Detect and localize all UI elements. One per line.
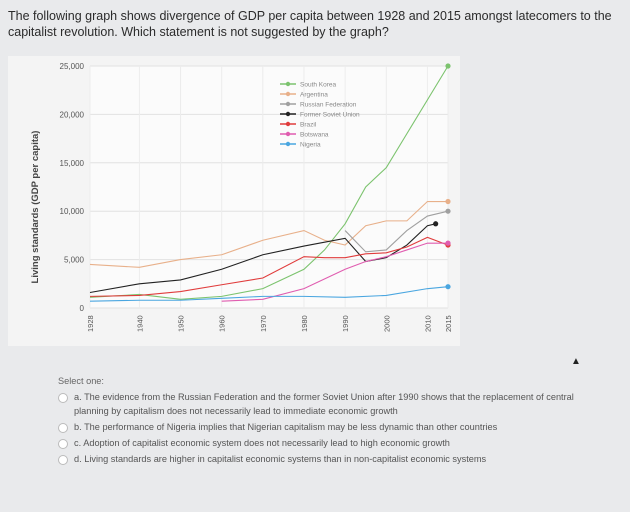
y-tick-label: 0	[80, 304, 85, 313]
legend-swatch-dot	[285, 101, 291, 107]
x-tick-label: 1960	[218, 315, 227, 332]
option-a[interactable]: a. The evidence from the Russian Federat…	[58, 390, 598, 418]
series-line	[89, 223, 436, 294]
series-end-point	[445, 240, 451, 246]
x-tick-label: 2000	[382, 315, 391, 332]
legend-label: Former Soviet Union	[300, 112, 360, 119]
y-tick-label: 15,000	[60, 159, 85, 168]
legend-swatch-dot	[285, 91, 291, 97]
mouse-cursor-icon: ▲	[571, 356, 581, 367]
x-tick-label: 1940	[135, 315, 144, 332]
y-tick-label: 5,000	[64, 256, 85, 265]
legend-label: South Korea	[300, 82, 337, 89]
select-one-label: Select one:	[58, 376, 104, 386]
series-end-point	[445, 63, 451, 69]
legend-label: Nigeria	[300, 142, 321, 149]
question-text: The following graph shows divergence of …	[8, 9, 612, 39]
x-tick-label: 1928	[86, 315, 95, 332]
answer-options: Select one: a. The evidence from the Rus…	[58, 374, 598, 468]
y-axis-label: Living standards (GDP per capita)	[30, 131, 41, 284]
legend-label: Russian Federation	[300, 102, 357, 109]
option-b-text: b. The performance of Nigeria implies th…	[74, 422, 498, 432]
legend-swatch-dot	[285, 111, 291, 117]
series-line	[89, 286, 449, 302]
x-tick-label: 2010	[423, 315, 432, 332]
radio-option-d[interactable]	[58, 455, 68, 465]
option-c-text: c. Adoption of capitalist economic syste…	[74, 438, 450, 448]
y-tick-label: 10,000	[60, 207, 85, 216]
radio-option-a[interactable]	[58, 393, 68, 403]
option-d-text: d. Living standards are higher in capita…	[74, 454, 487, 464]
x-tick-label: 2015	[444, 315, 453, 332]
y-tick-label: 25,000	[60, 62, 85, 71]
plot-area	[90, 66, 448, 308]
x-tick-label: 1990	[341, 315, 350, 332]
x-tick-label: 1970	[259, 315, 268, 332]
x-tick-label: 1980	[300, 315, 309, 332]
option-b[interactable]: b. The performance of Nigeria implies th…	[58, 420, 598, 434]
legend-swatch-dot	[285, 81, 291, 87]
legend-swatch-dot	[285, 131, 291, 137]
chart-image: 0 5,000 10,000 15,000 20,000 25,000 1928 1940 19…	[8, 56, 460, 346]
legend-swatch-dot	[285, 141, 291, 147]
legend-label: Brazil	[300, 122, 317, 129]
legend-label: Botswana	[300, 132, 329, 139]
radio-option-b[interactable]	[58, 423, 68, 433]
series-end-point	[445, 208, 451, 214]
series-line	[221, 242, 448, 302]
x-tick-label: 1950	[177, 315, 186, 332]
series-end-point	[445, 284, 451, 290]
option-a-text: a. The evidence from the Russian Federat…	[74, 392, 574, 416]
y-tick-label: 20,000	[60, 110, 85, 119]
series-line	[89, 200, 448, 268]
option-d[interactable]: d. Living standards are higher in capita…	[58, 452, 598, 466]
series-line	[89, 236, 449, 297]
radio-option-c[interactable]	[58, 439, 68, 449]
series-line	[89, 65, 449, 300]
gdp-line-chart: 0 5,000 10,000 15,000 20,000 25,000 1928 1940 19…	[30, 62, 453, 332]
legend-label: Argentina	[300, 92, 328, 99]
series-line	[344, 210, 449, 253]
option-c[interactable]: c. Adoption of capitalist economic syste…	[58, 436, 598, 450]
series-end-point	[433, 221, 439, 227]
series-end-point	[445, 198, 451, 205]
legend-swatch-dot	[285, 121, 291, 127]
